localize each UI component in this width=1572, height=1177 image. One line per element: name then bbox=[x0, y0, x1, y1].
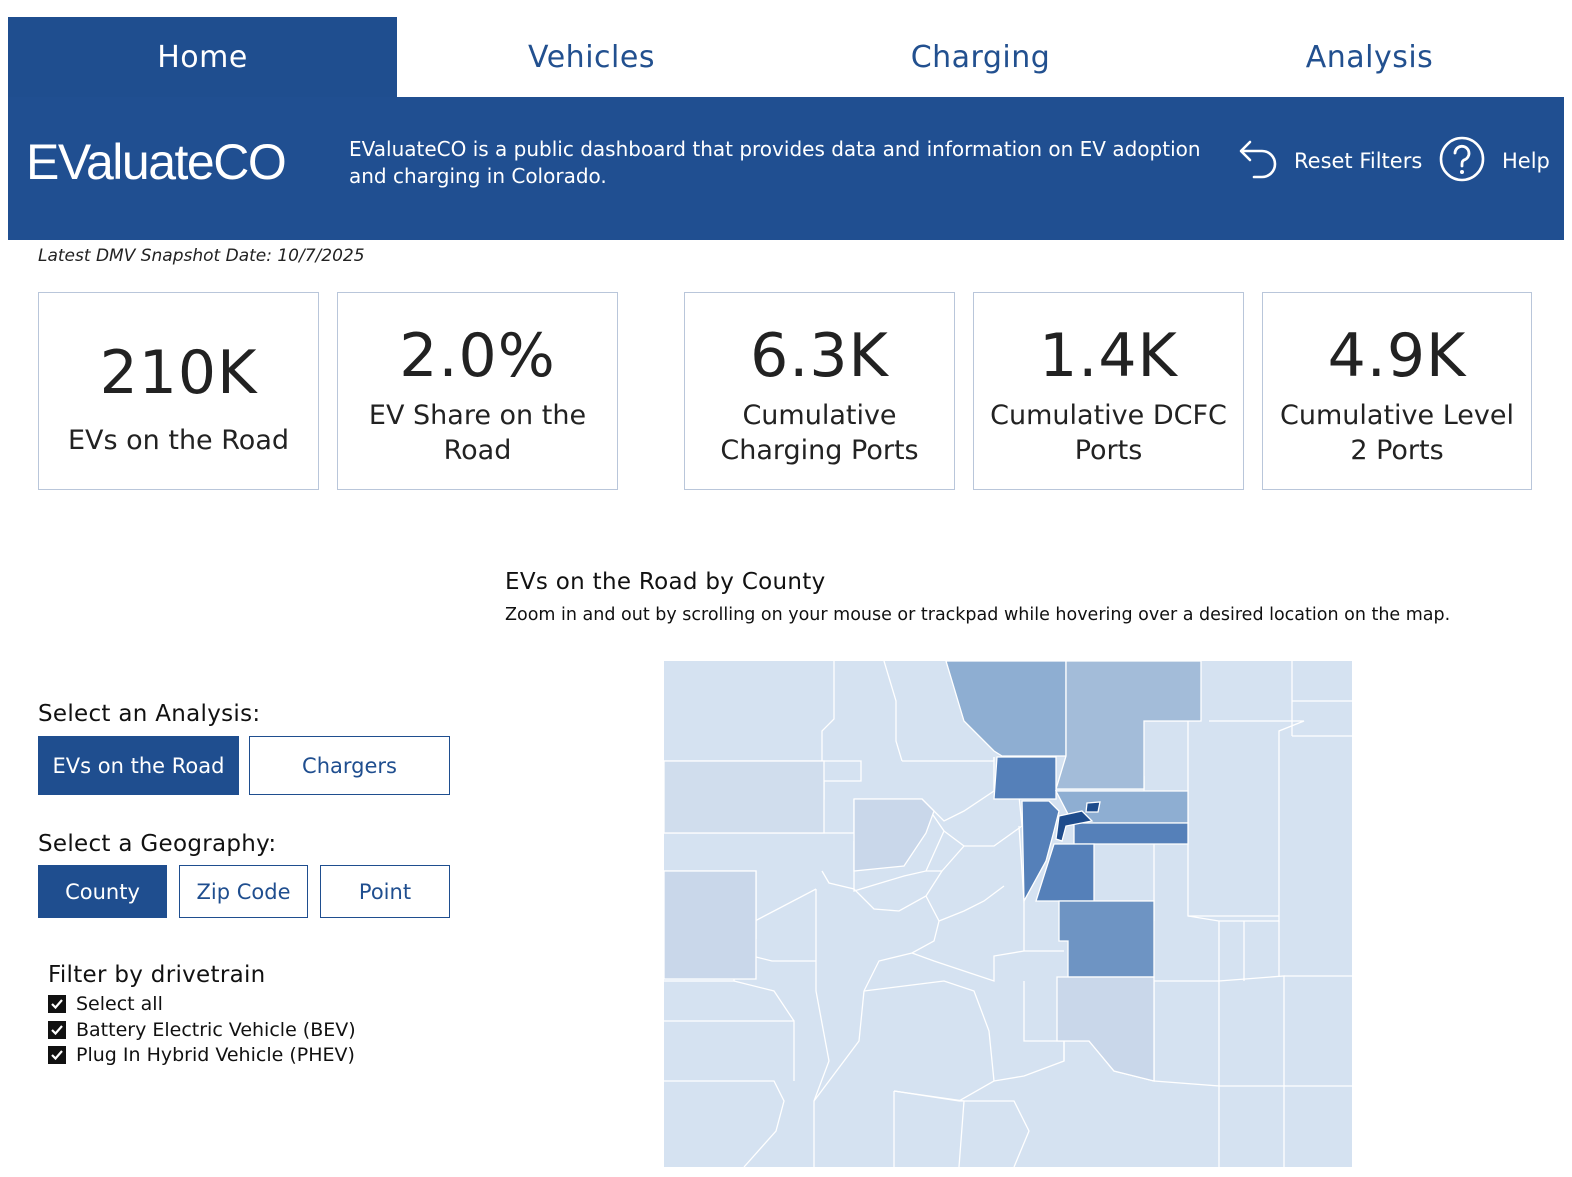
kpi-label: EV Share on the Road bbox=[368, 400, 587, 466]
analysis-selector-title: Select an Analysis: bbox=[38, 701, 261, 727]
kpi-label: EVs on the Road bbox=[67, 425, 290, 456]
geography-selector-title: Select a Geography: bbox=[38, 831, 277, 857]
reset-filters-label: Reset Filters bbox=[1294, 149, 1423, 173]
filter-label: Plug In Hybrid Vehicle (PHEV) bbox=[76, 1044, 355, 1066]
checkbox-checked-icon[interactable] bbox=[48, 1021, 66, 1039]
kpi-value: 210K bbox=[99, 338, 258, 408]
checkbox-checked-icon[interactable] bbox=[48, 995, 66, 1013]
app-description: EValuateCO is a public dashboard that pr… bbox=[349, 137, 1201, 188]
header-banner: EValuateCO EValuateCO is a public dashbo… bbox=[8, 97, 1564, 240]
county-shape[interactable] bbox=[663, 870, 757, 980]
drivetrain-filter-title: Filter by drivetrain bbox=[48, 962, 266, 988]
kpi-card-level2-ports: 4.9K Cumulative Level 2 Ports bbox=[1262, 292, 1532, 490]
map-instructions: Zoom in and out by scrolling on your mou… bbox=[505, 605, 1451, 625]
kpi-label: Cumulative DCFC Ports bbox=[990, 400, 1227, 466]
tab-charging[interactable]: Charging bbox=[910, 39, 1051, 75]
filter-label: Select all bbox=[76, 993, 163, 1015]
kpi-card-charging-ports: 6.3K Cumulative Charging Ports bbox=[684, 292, 955, 490]
county-shape[interactable] bbox=[1073, 822, 1189, 845]
county-shape[interactable] bbox=[1021, 800, 1060, 904]
kpi-card-ev-share: 2.0% EV Share on the Road bbox=[337, 292, 618, 490]
county-shape[interactable] bbox=[663, 760, 825, 834]
reset-filters-button[interactable]: Reset Filters bbox=[1238, 137, 1422, 185]
main-tabs: Home Vehicles Charging Analysis bbox=[8, 17, 1564, 97]
county-shape[interactable] bbox=[853, 798, 935, 872]
geography-option-zip-code[interactable]: Zip Code bbox=[179, 865, 308, 918]
kpi-value: 4.9K bbox=[1327, 321, 1467, 391]
help-button[interactable]: Help bbox=[1438, 135, 1550, 187]
county-shape[interactable] bbox=[1085, 801, 1101, 813]
map-title: EVs on the Road by County bbox=[505, 569, 826, 595]
snapshot-date: Latest DMV Snapshot Date: 10/7/2025 bbox=[38, 246, 365, 266]
county-shape[interactable] bbox=[1055, 810, 1094, 842]
highlighted-counties bbox=[663, 660, 1202, 1082]
undo-arrow-icon bbox=[1238, 136, 1280, 186]
geography-option-county[interactable]: County bbox=[38, 865, 167, 918]
checkbox-checked-icon[interactable] bbox=[48, 1046, 66, 1064]
county-shape[interactable] bbox=[993, 756, 1057, 800]
county-shape[interactable] bbox=[1058, 900, 1155, 978]
tab-vehicles[interactable]: Vehicles bbox=[528, 39, 655, 75]
filter-bev[interactable]: Battery Electric Vehicle (BEV) bbox=[48, 1019, 356, 1041]
analysis-option-chargers[interactable]: Chargers bbox=[249, 736, 450, 795]
kpi-value: 6.3K bbox=[750, 321, 889, 391]
kpi-card-dcfc-ports: 1.4K Cumulative DCFC Ports bbox=[973, 292, 1244, 490]
county-map[interactable] bbox=[663, 660, 1352, 1168]
analysis-option-evs-on-road[interactable]: EVs on the Road bbox=[38, 736, 239, 795]
filter-label: Battery Electric Vehicle (BEV) bbox=[76, 1019, 356, 1041]
county-map-svg[interactable] bbox=[663, 660, 1352, 1168]
kpi-value: 1.4K bbox=[1039, 321, 1178, 391]
tab-home[interactable]: Home bbox=[8, 17, 397, 97]
kpi-label: Cumulative Level 2 Ports bbox=[1280, 400, 1514, 466]
kpi-label: Cumulative Charging Ports bbox=[720, 400, 919, 466]
help-label: Help bbox=[1502, 149, 1550, 173]
filter-phev[interactable]: Plug In Hybrid Vehicle (PHEV) bbox=[48, 1044, 355, 1066]
app-logo: EValuateCO bbox=[26, 134, 287, 190]
geography-option-point[interactable]: Point bbox=[320, 865, 450, 918]
county-shape[interactable] bbox=[1055, 660, 1202, 790]
county-shape[interactable] bbox=[1056, 976, 1155, 1082]
question-circle-icon bbox=[1438, 135, 1486, 187]
tab-analysis[interactable]: Analysis bbox=[1305, 39, 1434, 75]
kpi-value: 2.0% bbox=[399, 321, 556, 391]
filter-select-all[interactable]: Select all bbox=[48, 993, 163, 1015]
kpi-card-evs-on-road: 210K EVs on the Road bbox=[38, 292, 319, 490]
